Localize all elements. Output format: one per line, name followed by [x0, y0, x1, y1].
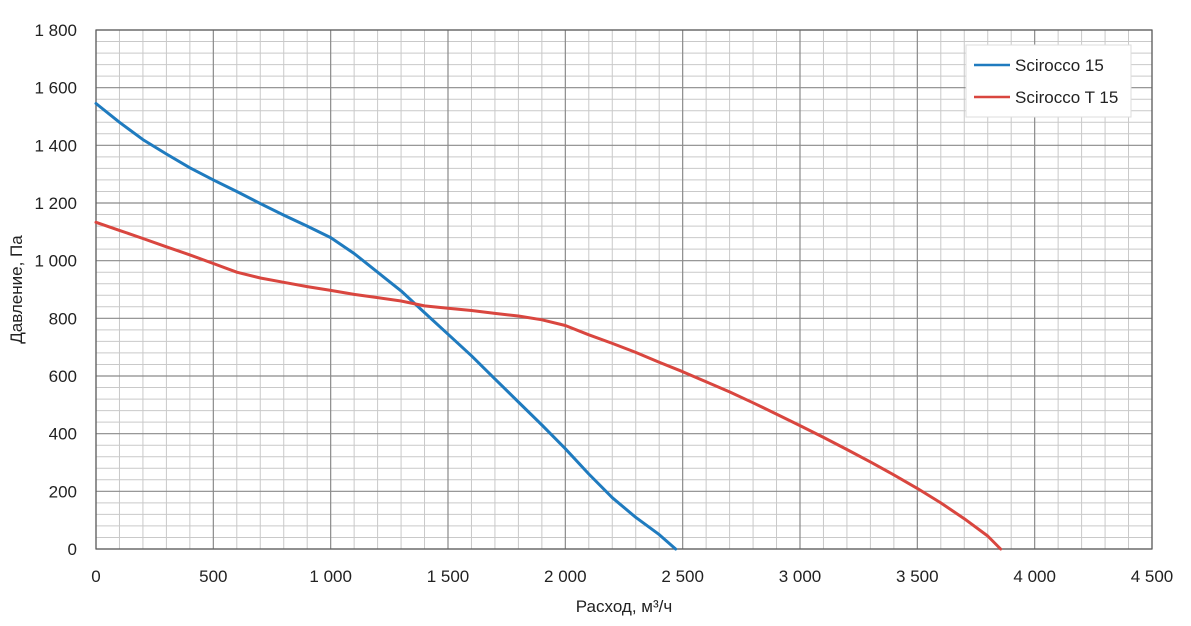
- x-tick-label: 4 000: [1013, 567, 1056, 586]
- legend: Scirocco 15 Scirocco T 15: [965, 44, 1132, 118]
- series-group: [94, 102, 1003, 551]
- x-axis-title: Расход, м³/ч: [576, 597, 672, 616]
- y-tick-label: 1 200: [34, 194, 77, 213]
- x-tick-label: 2 500: [661, 567, 704, 586]
- y-tick-label: 1 000: [34, 252, 77, 271]
- x-tick-label: 1 500: [427, 567, 470, 586]
- x-tick-label: 3 500: [896, 567, 939, 586]
- x-tick-label: 0: [91, 567, 100, 586]
- x-tick-label: 3 000: [779, 567, 822, 586]
- plot-frame: [95, 29, 1153, 550]
- y-tick-labels: 0 200 400 600 800 1 000 1 200 1 400 1 600 1 800: [34, 21, 77, 559]
- y-tick-label: 1 400: [34, 136, 77, 155]
- y-tick-label: 1 800: [34, 21, 77, 40]
- series-line-scirocco-t-15: [94, 220, 1003, 551]
- x-tick-label: 1 000: [309, 567, 352, 586]
- x-tick-labels: 0 500 1 000 1 500 2 000 2 500 3 000 3 500 4 000 4…: [91, 567, 1173, 586]
- legend-box: [965, 44, 1132, 118]
- y-tick-label: 0: [68, 540, 77, 559]
- x-tick-label: 2 000: [544, 567, 587, 586]
- y-axis-title: Давление, Па: [7, 235, 26, 344]
- x-tick-label: 4 500: [1131, 567, 1174, 586]
- x-tick-label: 500: [199, 567, 227, 586]
- series-line-scirocco-15: [94, 102, 678, 551]
- y-tick-label: 1 600: [34, 79, 77, 98]
- legend-label-scirocco-15: Scirocco 15: [1015, 56, 1104, 75]
- y-tick-label: 800: [49, 309, 77, 328]
- y-tick-label: 600: [49, 367, 77, 386]
- legend-label-scirocco-t-15: Scirocco T 15: [1015, 88, 1118, 107]
- y-tick-label: 400: [49, 425, 77, 444]
- y-tick-label: 200: [49, 482, 77, 501]
